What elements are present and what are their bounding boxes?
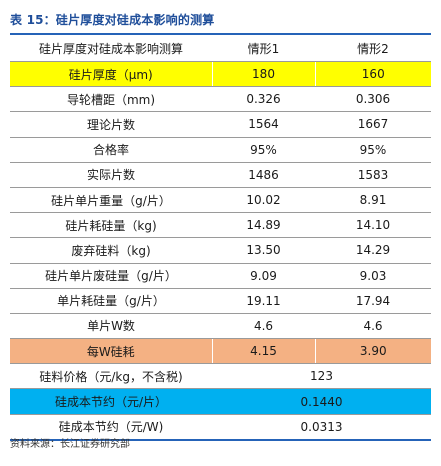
table-row: 合格率 95% 95%	[10, 137, 431, 163]
row-label: 硅片单片重量（g/片）	[10, 187, 212, 214]
row-value-case-2: 1667	[315, 111, 431, 138]
row-value-case-1: 4.15	[212, 338, 316, 365]
row-value-case-1: 0.326	[212, 86, 315, 113]
table-row: 硅片单片废硅量（g/片） 9.09 9.03	[10, 263, 431, 289]
row-label: 合格率	[10, 137, 212, 163]
table-row: 硅片单片重量（g/片） 10.02 8.91	[10, 187, 431, 214]
row-value-case-1: 19.11	[212, 288, 315, 314]
table-row: 导轮槽距（mm) 0.326 0.306	[10, 86, 431, 113]
title-rule	[10, 33, 431, 35]
header-case-1: 情形1	[212, 36, 315, 62]
row-value-case-1: 10.02	[212, 187, 315, 214]
table-row: 硅片耗硅量（kg) 14.89 14.10	[10, 212, 431, 239]
table-row-merged: 硅成本节约（元/W) 0.0313	[10, 414, 431, 441]
row-label: 硅成本节约（元/片）	[10, 388, 212, 415]
row-label: 实际片数	[10, 162, 212, 188]
header-label: 硅片厚度对硅成本影响测算	[10, 36, 212, 62]
row-value-case-2: 8.91	[315, 187, 431, 214]
row-label: 单片耗硅量（g/片）	[10, 288, 212, 314]
row-value-case-1: 14.89	[212, 212, 315, 239]
row-merged-value: 0.0313	[212, 414, 431, 441]
row-value-case-2: 3.90	[315, 338, 431, 365]
table-row: 单片W数 4.6 4.6	[10, 313, 431, 340]
table-row: 单片耗硅量（g/片） 19.11 17.94	[10, 288, 431, 314]
table-row-merged: 硅成本节约（元/片） 0.1440	[10, 388, 431, 415]
row-value-case-2: 95%	[315, 137, 431, 163]
row-label: 硅成本节约（元/W)	[10, 414, 212, 441]
row-label: 硅片单片废硅量（g/片）	[10, 263, 212, 289]
row-value-case-2: 4.6	[315, 313, 431, 340]
row-value-case-2: 1583	[315, 162, 431, 188]
table-row: 硅片厚度（μm) 180 160	[10, 61, 431, 88]
row-label: 硅片厚度（μm)	[10, 61, 213, 88]
row-value-case-2: 14.10	[315, 212, 431, 239]
cost-table: 硅片厚度对硅成本影响测算 情形1 情形2 硅片厚度（μm) 180 160 导轮槽距（…	[10, 36, 431, 441]
table-row: 每W硅耗 4.15 3.90	[10, 338, 431, 365]
source-note: 资料来源：长江证券研究部	[10, 439, 130, 450]
row-value-case-2: 14.29	[315, 237, 431, 264]
row-value-case-1: 1564	[212, 111, 315, 138]
row-value-case-1: 4.6	[212, 313, 315, 340]
row-value-case-1: 9.09	[212, 263, 315, 289]
table-row: 废弃硅料（kg) 13.50 14.29	[10, 237, 431, 264]
table-row: 实际片数 1486 1583	[10, 162, 431, 188]
row-value-case-1: 180	[212, 61, 316, 88]
row-value-case-2: 0.306	[315, 86, 431, 113]
table-row: 理论片数 1564 1667	[10, 111, 431, 138]
row-value-case-1: 95%	[212, 137, 315, 163]
row-value-case-2: 160	[315, 61, 431, 88]
row-label: 导轮槽距（mm)	[10, 86, 212, 113]
row-label: 单片W数	[10, 313, 212, 340]
row-merged-value: 123	[212, 363, 431, 390]
row-value-case-2: 9.03	[315, 263, 431, 289]
table-row-merged: 硅料价格（元/kg，不含税) 123	[10, 363, 431, 390]
row-merged-value: 0.1440	[212, 388, 431, 415]
table-title: 表 15：硅片厚度对硅成本影响的测算	[10, 13, 215, 27]
row-label: 理论片数	[10, 111, 212, 138]
row-value-case-1: 13.50	[212, 237, 315, 264]
row-label: 硅片耗硅量（kg)	[10, 212, 212, 239]
row-label: 废弃硅料（kg)	[10, 237, 212, 264]
table-header-row: 硅片厚度对硅成本影响测算 情形1 情形2	[10, 36, 431, 62]
row-label: 硅料价格（元/kg，不含税)	[10, 363, 212, 390]
header-case-2: 情形2	[315, 36, 431, 62]
row-value-case-1: 1486	[212, 162, 315, 188]
row-value-case-2: 17.94	[315, 288, 431, 314]
row-label: 每W硅耗	[10, 338, 213, 365]
